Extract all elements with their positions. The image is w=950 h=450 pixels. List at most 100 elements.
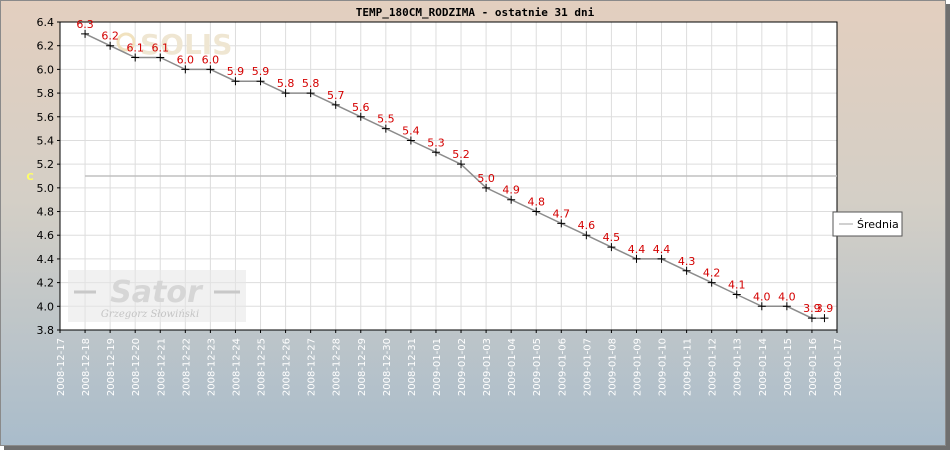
watermark-sun	[116, 32, 136, 52]
data-point	[682, 266, 691, 275]
watermark-logo: SOLIS	[140, 28, 232, 61]
data-label: 5.0	[477, 172, 495, 185]
data-point	[356, 112, 365, 121]
x-tick-label: 2009-01-17	[833, 338, 844, 396]
data-label: 6.0	[202, 53, 220, 66]
x-tick-label: 2009-01-10	[658, 338, 669, 396]
data-label: 5.4	[402, 124, 420, 137]
data-point	[431, 148, 440, 157]
data-point	[106, 41, 115, 50]
y-tick-label: 5.2	[37, 158, 55, 171]
x-tick-label: 2008-12-23	[206, 338, 217, 396]
watermark-panel	[68, 270, 246, 322]
x-tick-label: 2008-12-29	[357, 338, 368, 396]
data-point	[607, 243, 616, 252]
data-label: 3.9	[816, 302, 834, 315]
data-point	[457, 160, 466, 169]
data-label: 5.9	[227, 65, 245, 78]
data-point	[757, 302, 766, 311]
data-point	[482, 183, 491, 192]
data-label: 4.9	[502, 184, 520, 197]
data-point	[131, 53, 140, 62]
y-tick-label: 6.0	[37, 63, 55, 76]
y-axis-ticks: 3.8 4.0 4.2 4.4 4.6 4.8 5.0 5.2 5.4 5.6 5.8 6.0 6.2 6…	[37, 16, 55, 337]
frame-shadow-right	[946, 4, 950, 450]
data-point	[231, 77, 240, 86]
y-tick-label: 3.8	[37, 324, 55, 337]
data-label: 4.7	[553, 207, 571, 220]
data-point	[381, 124, 390, 133]
x-tick-label: 2008-12-20	[131, 338, 142, 396]
data-labels: 6.3 6.2 6.1 6.1 6.0 6.0 5.9 5.9 5.8 5.8 5.7 5.6 5.5 5…	[76, 18, 833, 315]
x-tick-label: 2008-12-30	[382, 338, 393, 396]
temperature-series	[81, 29, 829, 323]
x-tick-label: 2008-12-21	[156, 338, 167, 396]
x-tick-label: 2009-01-14	[758, 338, 769, 396]
data-point	[206, 65, 215, 74]
watermark-brand: Sator	[110, 275, 204, 310]
x-tick-label: 2008-12-28	[332, 338, 343, 396]
x-axis-ticks: 2008-12-17 2008-12-18 2008-12-19 2008-12-20…	[56, 338, 844, 396]
x-tick-label: 2009-01-03	[482, 338, 493, 396]
y-tick-label: 5.4	[37, 134, 55, 147]
data-label: 4.1	[728, 278, 746, 291]
legend: Średnia	[832, 211, 903, 237]
data-point	[256, 77, 265, 86]
data-label: 4.4	[628, 243, 646, 256]
x-tick-label: 2009-01-06	[557, 338, 568, 396]
data-point	[331, 100, 340, 109]
data-label: 4.6	[578, 219, 596, 232]
data-label: 5.9	[252, 65, 270, 78]
x-tick-label: 2009-01-11	[683, 338, 694, 396]
data-label: 6.2	[101, 30, 119, 43]
data-label: 4.0	[753, 290, 771, 303]
data-label: 4.0	[778, 290, 796, 303]
x-tick-label: 2009-01-02	[457, 338, 468, 396]
x-tick-label: 2009-01-04	[507, 338, 518, 396]
frame-shadow-bottom	[4, 446, 950, 450]
data-point	[406, 136, 415, 145]
data-label: 6.0	[177, 53, 195, 66]
x-tick-label: 2009-01-12	[708, 338, 719, 396]
data-point	[732, 290, 741, 299]
data-label: 4.8	[527, 196, 545, 209]
x-tick-label: 2009-01-07	[582, 338, 593, 396]
data-label: 5.6	[352, 101, 370, 114]
data-point	[181, 65, 190, 74]
y-tick-label: 5.8	[37, 87, 55, 100]
x-tick-label: 2009-01-09	[632, 338, 643, 396]
y-tick-label: 6.4	[37, 16, 55, 29]
data-point	[707, 278, 716, 287]
data-label: 6.3	[76, 18, 94, 31]
y-tick-label: 4.6	[37, 229, 55, 242]
x-tick-label: 2008-12-26	[282, 338, 293, 396]
x-tick-label: 2009-01-13	[733, 338, 744, 396]
y-tick-label: 4.0	[37, 300, 55, 313]
data-label: 6.1	[152, 42, 170, 55]
x-tick-label: 2008-12-19	[106, 338, 117, 396]
data-point	[81, 29, 90, 38]
data-label: 4.5	[603, 231, 621, 244]
data-point	[507, 195, 516, 204]
data-label: 5.5	[377, 113, 395, 126]
data-point	[820, 314, 829, 323]
data-label: 3.9	[803, 302, 821, 315]
data-point	[807, 314, 816, 323]
x-tick-label: 2009-01-15	[783, 338, 794, 396]
y-tick-label: 5.6	[37, 111, 55, 124]
x-tick-label: 2008-12-18	[81, 338, 92, 396]
data-label: 5.2	[452, 148, 470, 161]
x-tick-label: 2008-12-17	[56, 338, 67, 396]
data-label: 5.8	[302, 77, 320, 90]
x-tick-label: 2009-01-08	[607, 338, 618, 396]
y-axis-unit: C	[26, 172, 33, 183]
data-label: 6.1	[126, 42, 144, 55]
x-tick-label: 2008-12-22	[181, 338, 192, 396]
data-point	[557, 219, 566, 228]
data-point	[782, 302, 791, 311]
data-point	[281, 89, 290, 98]
chart-title: TEMP_180CM_RODZIMA - ostatnie 31 dni	[356, 6, 595, 19]
x-tick-label: 2008-12-31	[407, 338, 418, 396]
